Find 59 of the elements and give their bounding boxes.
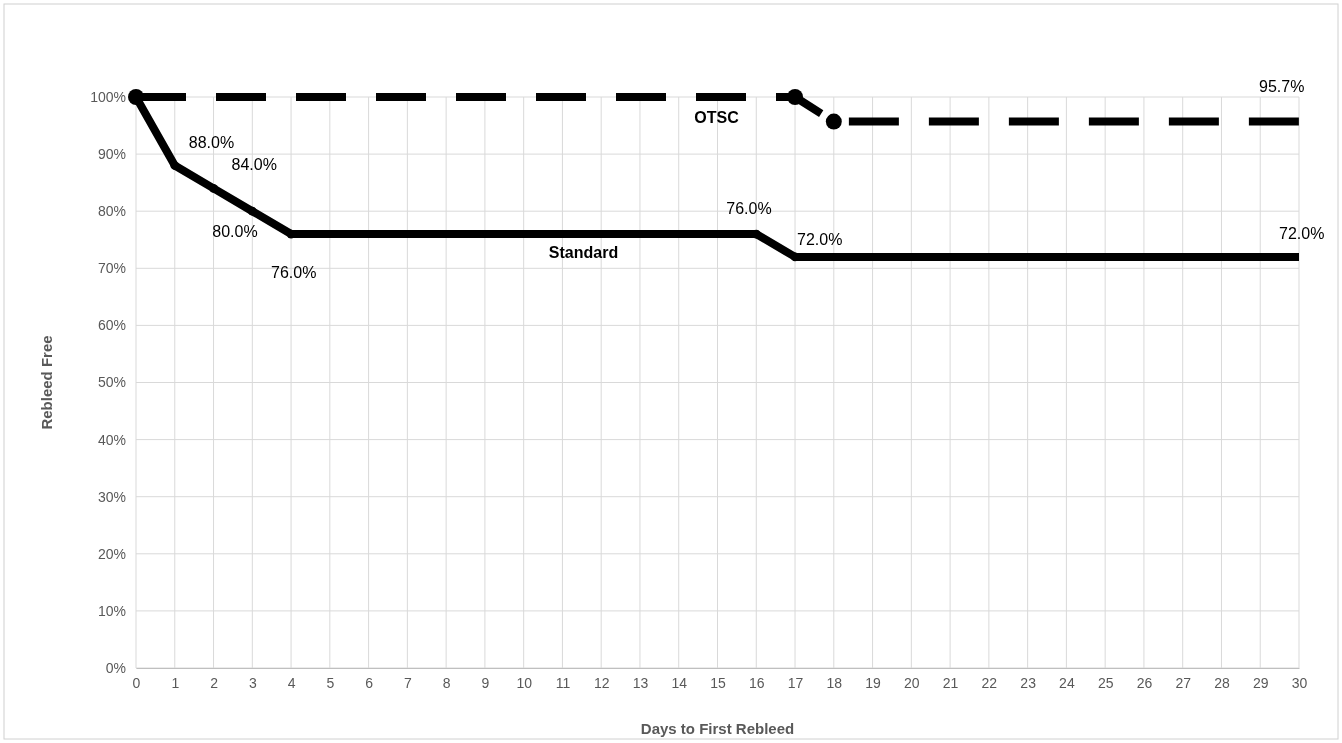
x-tick-label: 2 xyxy=(210,674,219,691)
point xyxy=(209,184,218,193)
x-tick-label: 8 xyxy=(442,674,451,691)
data-label: 76.0% xyxy=(726,200,772,218)
x-tick-label: 23 xyxy=(1020,674,1037,691)
x-tick-label: 25 xyxy=(1097,674,1114,691)
x-tick-label: 11 xyxy=(555,674,571,691)
x-tick-label: 6 xyxy=(365,674,374,691)
data-label: 95.7% xyxy=(1259,77,1305,95)
y-tick-label: 10% xyxy=(97,602,126,619)
point xyxy=(170,161,180,170)
y-tick-label: 80% xyxy=(97,203,126,220)
x-tick-label: 1 xyxy=(171,674,180,691)
y-tick-label: 40% xyxy=(97,431,126,448)
x-tick-label: 0 xyxy=(132,674,141,691)
point xyxy=(247,206,257,216)
data-label: 72.0% xyxy=(797,230,843,248)
x-tick-label: 13 xyxy=(632,674,649,691)
data-label: 84.0% xyxy=(231,156,277,174)
y-tick-label: 100% xyxy=(90,88,126,105)
x-tick-label: 4 xyxy=(287,674,296,691)
y-tick-label: 0% xyxy=(105,659,126,676)
x-tick-label: 19 xyxy=(865,674,882,691)
x-tick-label: 22 xyxy=(981,674,998,691)
x-tick-label: 17 xyxy=(787,674,804,691)
y-tick-label: 30% xyxy=(97,488,126,505)
x-tick-label: 12 xyxy=(593,674,610,691)
x-tick-label: 18 xyxy=(826,674,843,691)
x-tick-label: 26 xyxy=(1136,674,1153,691)
y-tick-label: 20% xyxy=(97,545,126,562)
x-tick-label: 21 xyxy=(942,674,959,691)
point xyxy=(825,113,842,130)
data-label: 80.0% xyxy=(212,223,258,241)
x-tick-label: 3 xyxy=(248,674,257,691)
x-tick-label: 9 xyxy=(481,674,490,691)
x-tick-label: 7 xyxy=(403,674,412,691)
x-tick-label: 29 xyxy=(1252,674,1269,691)
x-tick-label: 20 xyxy=(904,674,920,691)
x-axis-title: Days to First Rebleed xyxy=(640,720,795,737)
x-tick-label: 30 xyxy=(1291,674,1308,691)
x-tick-label: 16 xyxy=(748,674,765,691)
series-label: OTSC xyxy=(694,109,740,126)
y-tick-label: 90% xyxy=(97,146,126,163)
y-axis-title: Rebleed Free xyxy=(38,335,55,430)
data-label: 88.0% xyxy=(188,133,235,151)
point xyxy=(787,89,804,105)
x-tick-label: 27 xyxy=(1175,674,1192,691)
x-tick-label: 5 xyxy=(326,674,335,691)
data-label: 72.0% xyxy=(1279,224,1325,242)
x-tick-label: 10 xyxy=(516,674,533,691)
x-tick-label: 24 xyxy=(1059,674,1075,691)
series-label: Standard xyxy=(548,244,619,262)
x-tick-label: 14 xyxy=(671,674,688,691)
y-tick-label: 50% xyxy=(97,374,126,391)
data-label: 76.0% xyxy=(271,264,317,282)
y-tick-label: 60% xyxy=(97,317,126,334)
y-tick-label: 70% xyxy=(97,260,126,277)
x-tick-label: 28 xyxy=(1214,674,1230,691)
x-tick-label: 15 xyxy=(710,674,726,691)
